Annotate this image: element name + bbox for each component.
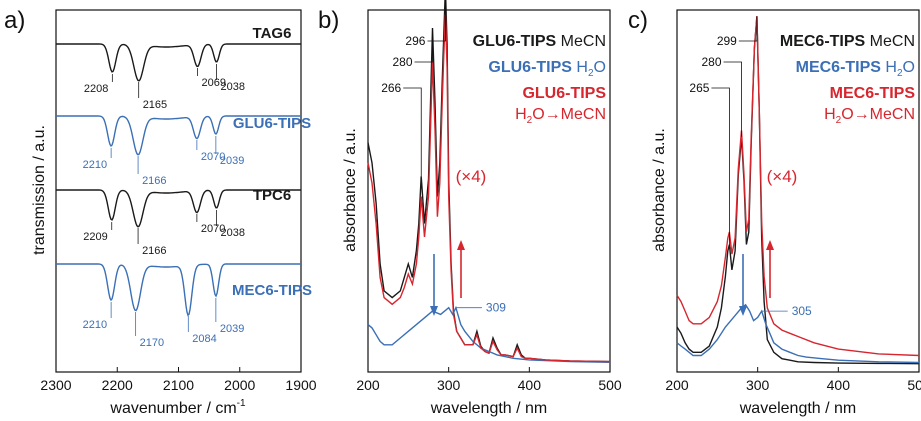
water-peak-label: 305: [792, 304, 812, 318]
panel-a-label: a): [4, 7, 25, 34]
panel-b-label: b): [318, 7, 339, 34]
uv-tick-label: 300: [437, 377, 461, 393]
ir-series-label: MEC6-TIPS: [232, 282, 312, 299]
panel-a-tick-label: 1900: [285, 377, 316, 393]
ir-peak-label: 2039: [220, 155, 244, 167]
panel-a-xlabel: wavenumber / cm-1: [109, 398, 246, 417]
ir-trace: [56, 189, 301, 228]
ir-peak-label: 2069: [201, 77, 225, 89]
uv-tick-label: 300: [746, 377, 770, 393]
scale-note: (×4): [767, 167, 798, 186]
increase-arrowhead: [766, 240, 774, 250]
ir-peak-label: 2070: [201, 223, 225, 235]
ir-peak-label: 2170: [140, 337, 164, 349]
panel-c-label: c): [628, 7, 648, 34]
panel-b-annotations: GLU6-TIPS MeCN GLU6-TIPS H2O GLU6-TIPS H2O→…: [381, 0, 606, 316]
uv-spectrum-2: [676, 16, 920, 357]
uv-spectrum-1: [676, 303, 920, 364]
uv-tick-label: 200: [356, 377, 380, 393]
uv-tick-label: 500: [598, 377, 622, 393]
legend-entry: GLU6-TIPS: [522, 85, 606, 102]
panel-b-frame: [367, 9, 611, 373]
ir-peak-label: 2039: [220, 323, 244, 335]
panel-c: c) absorbance / a.u. 200 300 400 500 MEC6-T…: [628, 7, 921, 417]
scale-note: (×4): [456, 167, 487, 186]
peak-leader: [414, 28, 433, 63]
uv-spectrum-2: [367, 14, 611, 363]
panel-c-curves: [676, 16, 920, 365]
panel-a-tick-label: 2000: [224, 377, 255, 393]
panel-b: b) absorbance / a.u. 200 300 400 500 GLU6-T…: [318, 0, 622, 417]
panel-c-ylabel: absorbance / a.u.: [651, 128, 668, 252]
ir-peak-label: 2038: [220, 227, 244, 239]
panel-a-tick-label: 2300: [40, 377, 71, 393]
ir-series-label: GLU6-TIPS: [233, 115, 311, 132]
uv-peak-label: 266: [381, 81, 401, 95]
ir-trace: [56, 43, 301, 82]
ir-peak-label: 2166: [142, 245, 166, 257]
ir-trace: [56, 115, 301, 156]
ir-trace: [56, 263, 301, 317]
peak-leader: [738, 16, 758, 42]
panel-b-xticks: 200 300 400 500: [356, 367, 622, 393]
ir-peak-label: 2070: [201, 151, 225, 163]
ir-peak-label: 2208: [84, 83, 108, 95]
uv-tick-label: 500: [907, 377, 921, 393]
legend-entry: MEC6-TIPS: [830, 85, 916, 102]
peak-leader: [427, 0, 446, 42]
panel-a-xticks: 2300 2200 2100 2000 1900: [40, 367, 317, 393]
ir-series-label: TAG6: [253, 25, 292, 42]
panel-a-tick-label: 2200: [102, 377, 133, 393]
panel-c-xticks: 200 300 400 500: [665, 367, 921, 393]
uv-peak-label: 299: [717, 34, 737, 48]
panel-a: a) transmission / a.u. 2300 2200 2100 2000 1…: [4, 7, 317, 417]
uv-peak-label: 296: [405, 34, 425, 48]
ir-peak-label: 2210: [83, 319, 107, 331]
peak-leader: [403, 87, 422, 177]
ir-peak-label: 2210: [83, 159, 107, 171]
panel-c-annotations: MEC6-TIPS MeCN MEC6-TIPS H2O MEC6-TIPS H2O→…: [689, 16, 915, 318]
ir-peak-label: 2209: [83, 231, 107, 243]
uv-peak-label: 280: [393, 55, 413, 69]
ir-peak-label: 2166: [142, 175, 166, 187]
panel-c-frame: [676, 9, 920, 373]
peak-leader: [711, 87, 730, 245]
ir-peak-label: 2084: [192, 333, 216, 345]
uv-spectrum-1: [367, 305, 611, 363]
legend-entry-line2: H2O→MeCN: [515, 106, 606, 126]
ir-spectrum-mec6-tips: MEC6-TIPS 2210 2170 2084 2039: [56, 263, 312, 349]
water-peak-label: 309: [486, 301, 506, 315]
legend-entry: MEC6-TIPS H2O: [796, 59, 915, 79]
legend-entry-line2: H2O→MeCN: [824, 106, 915, 126]
legend-entry: MEC6-TIPS MeCN: [780, 33, 915, 50]
decrease-arrowhead: [739, 306, 747, 316]
increase-arrowhead: [457, 240, 465, 250]
panel-a-tick-label: 2100: [163, 377, 194, 393]
uv-peak-label: 280: [702, 55, 722, 69]
ir-peak-label: 2165: [143, 99, 167, 111]
uv-tick-label: 200: [665, 377, 689, 393]
peak-leader: [723, 61, 742, 137]
panel-a-curves: TAG62208216520692038GLU6-TIPS22102166207…: [56, 25, 312, 349]
panel-b-curves: [367, 0, 611, 363]
legend-entry: GLU6-TIPS MeCN: [473, 33, 606, 50]
panel-a-ylabel: transmission / a.u.: [31, 125, 48, 255]
panel-b-xlabel: wavelength / nm: [430, 400, 548, 417]
panel-b-ylabel: absorbance / a.u.: [342, 128, 359, 252]
panel-c-xlabel: wavelength / nm: [739, 400, 857, 417]
ir-series-label: TPC6: [253, 187, 291, 204]
uv-tick-label: 400: [518, 377, 542, 393]
ir-peak-label: 2038: [220, 81, 244, 93]
decrease-arrowhead: [430, 306, 438, 316]
uv-tick-label: 400: [827, 377, 851, 393]
uv-peak-label: 265: [689, 81, 709, 95]
legend-entry: GLU6-TIPS H2O: [488, 59, 606, 79]
